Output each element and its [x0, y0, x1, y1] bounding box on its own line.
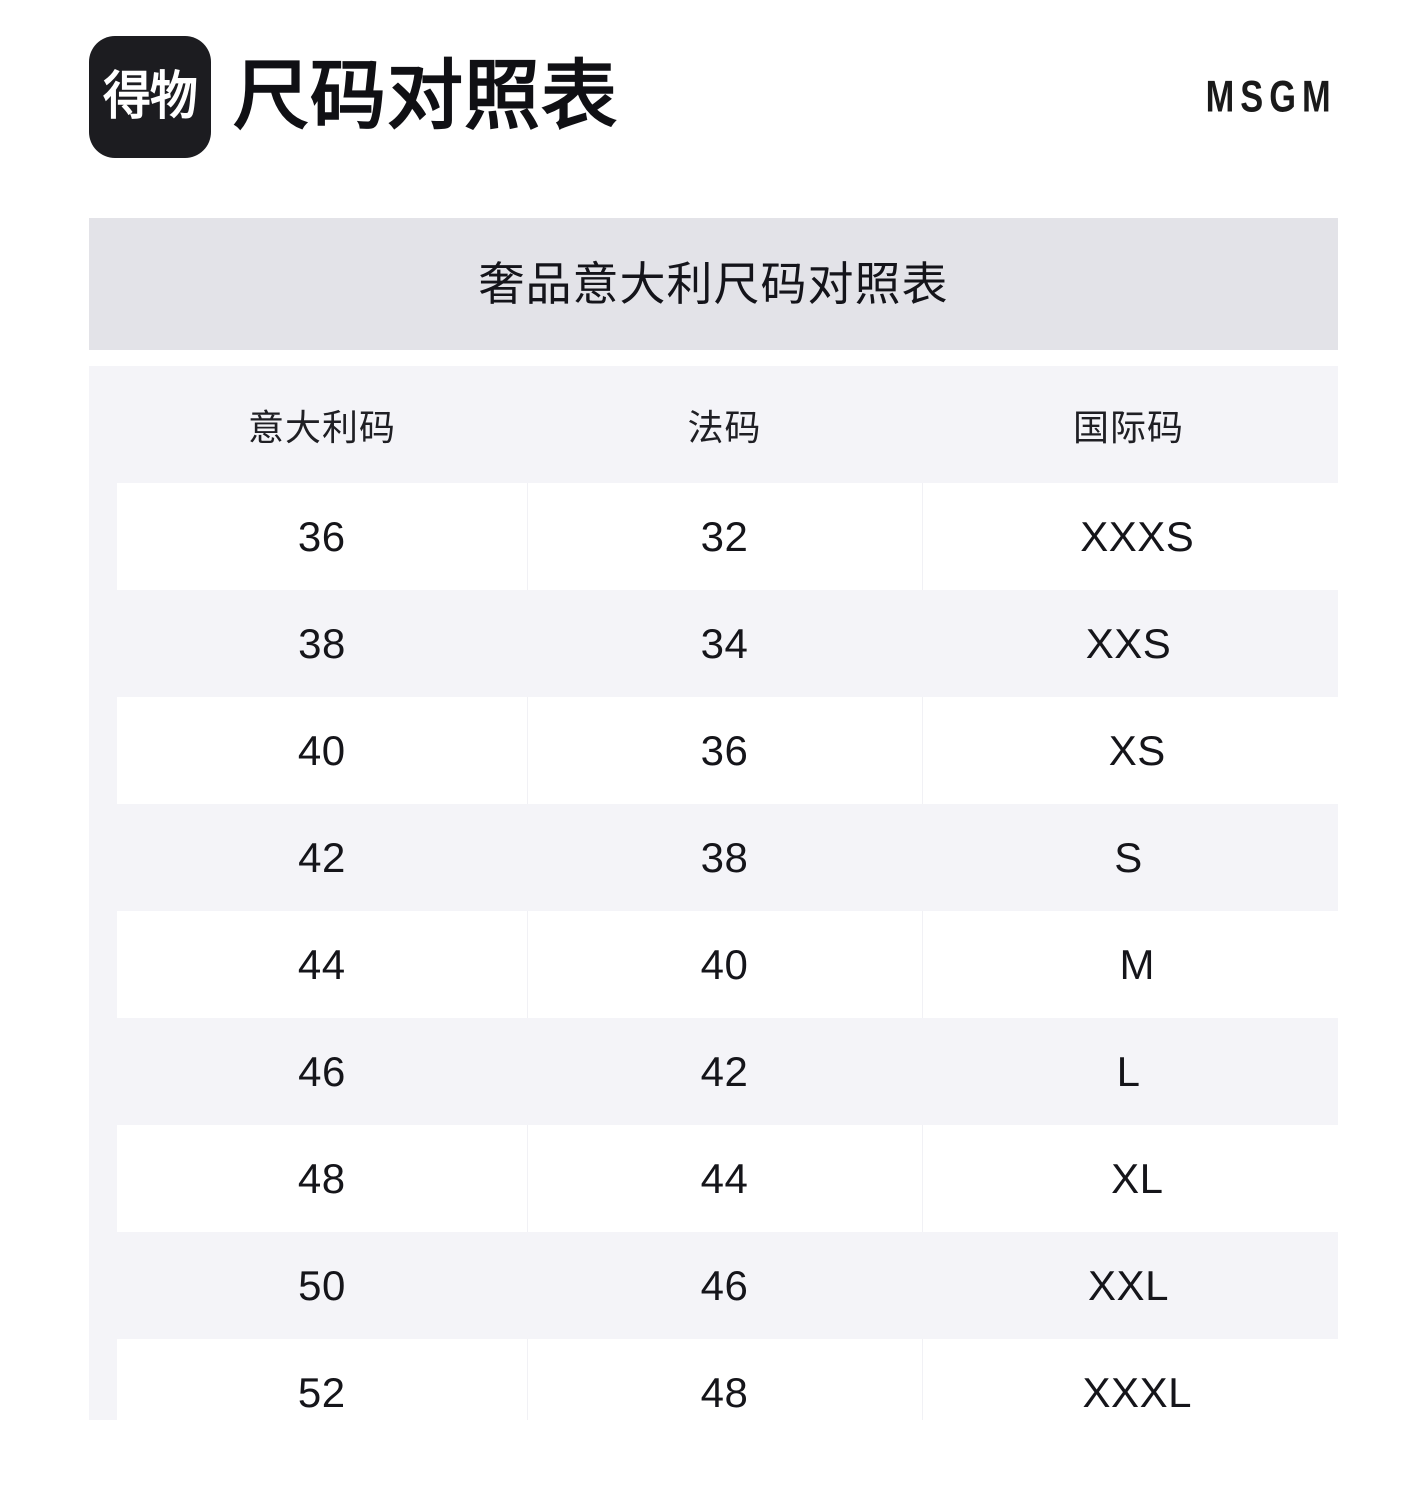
table-row: 44 40 M — [89, 911, 1338, 1018]
table-row: 46 42 L — [89, 1018, 1338, 1125]
cell-french-size: 38 — [527, 804, 922, 911]
cell-international-size: XS — [922, 697, 1338, 804]
dewu-app-logo-icon: 得物 — [89, 36, 211, 158]
column-header-italian: 意大利码 — [89, 366, 527, 483]
table-row: 52 48 XXXL — [89, 1339, 1338, 1420]
column-header-international: 国际码 — [922, 366, 1338, 483]
cell-italian-size: 44 — [89, 911, 528, 1018]
cell-international-size: S — [922, 804, 1338, 911]
brand-logo-msgm: MSGM — [1205, 71, 1337, 122]
cell-italian-size: 52 — [89, 1339, 528, 1420]
section-title-band: 奢品意大利尺码对照表 — [89, 218, 1338, 350]
cell-french-size: 40 — [527, 911, 923, 1018]
cell-italian-size: 40 — [89, 697, 528, 804]
cell-international-size: XXXS — [922, 483, 1338, 590]
cell-french-size: 46 — [527, 1232, 922, 1339]
cell-international-size: L — [922, 1018, 1338, 1125]
brand-lockup: 得物 尺码对照表 — [89, 36, 1184, 158]
dewu-logo-text: 得物 — [103, 67, 198, 127]
cell-international-size: XXS — [922, 590, 1338, 697]
table-row: 50 46 XXL — [89, 1232, 1338, 1339]
cell-italian-size: 36 — [89, 483, 528, 590]
cell-french-size: 44 — [527, 1125, 923, 1232]
table-header-row: 意大利码 法码 国际码 — [89, 366, 1338, 483]
cell-international-size: XL — [922, 1125, 1338, 1232]
cell-italian-size: 48 — [89, 1125, 528, 1232]
cell-french-size: 36 — [527, 697, 923, 804]
section-title: 奢品意大利尺码对照表 — [478, 258, 949, 310]
cell-international-size: M — [922, 911, 1338, 1018]
cell-french-size: 34 — [527, 590, 922, 697]
cell-italian-size: 42 — [89, 804, 527, 911]
table-header: 意大利码 法码 国际码 — [89, 366, 1338, 483]
cell-italian-size: 46 — [89, 1018, 527, 1125]
table-row: 48 44 XL — [89, 1125, 1338, 1232]
cell-french-size: 32 — [527, 483, 923, 590]
column-header-french: 法码 — [527, 366, 922, 483]
cell-french-size: 48 — [527, 1339, 923, 1420]
cell-french-size: 42 — [527, 1018, 922, 1125]
table-body: 36 32 XXXS 38 34 XXS 40 36 XS 42 38 — [89, 483, 1338, 1420]
cell-italian-size: 38 — [89, 590, 527, 697]
cell-italian-size: 50 — [89, 1232, 527, 1339]
table-row: 38 34 XXS — [89, 590, 1338, 697]
cell-international-size: XXL — [922, 1232, 1338, 1339]
cell-international-size: XXXL — [922, 1339, 1338, 1420]
page-header: 得物 尺码对照表 MSGM — [89, 22, 1338, 172]
table-row: 40 36 XS — [89, 697, 1338, 804]
size-table-card: 意大利码 法码 国际码 36 32 XXXS 38 34 XXS 40 — [89, 366, 1338, 1420]
table-row: 36 32 XXXS — [89, 483, 1338, 590]
table-row: 42 38 S — [89, 804, 1338, 911]
size-conversion-table: 意大利码 法码 国际码 36 32 XXXS 38 34 XXS 40 — [89, 366, 1338, 1420]
page-title: 尺码对照表 — [233, 54, 618, 139]
